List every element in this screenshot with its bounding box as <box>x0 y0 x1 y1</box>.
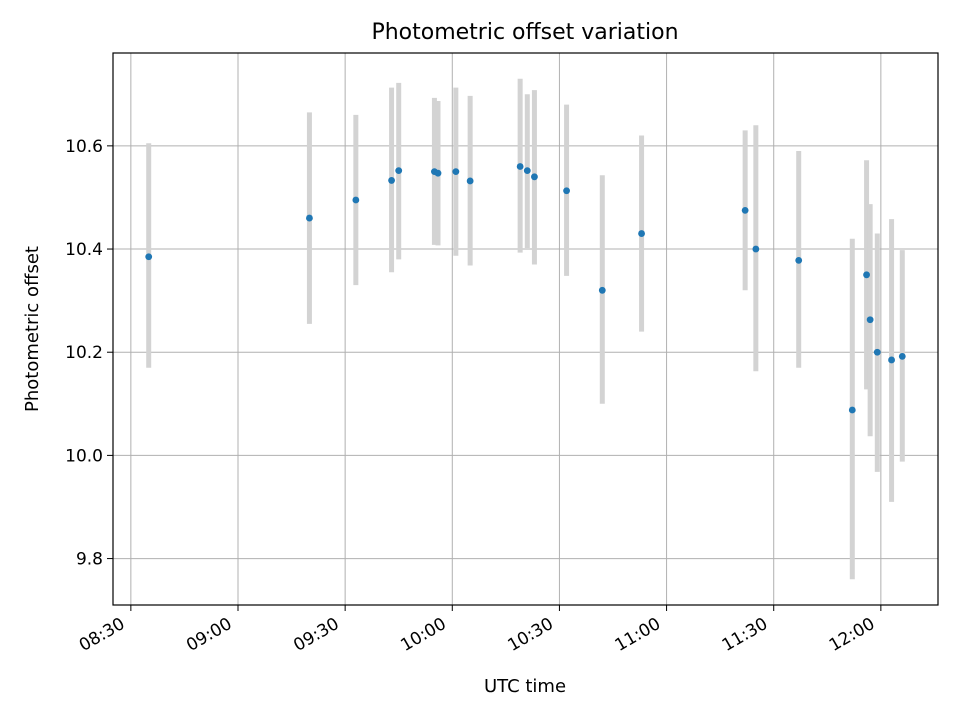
data-point <box>795 256 803 264</box>
data-points <box>145 163 906 414</box>
x-axis-label: UTC time <box>484 676 566 697</box>
data-point <box>516 163 524 170</box>
y-tick-label: 10.2 <box>65 343 103 363</box>
y-tick-label: 10.4 <box>65 240 103 260</box>
data-point <box>873 348 881 356</box>
data-point <box>752 245 760 253</box>
data-point <box>531 173 538 181</box>
y-tick-label: 10.6 <box>65 137 103 157</box>
plot-frame <box>112 52 939 606</box>
data-point <box>863 271 870 279</box>
data-point <box>563 187 570 195</box>
data-point <box>638 230 645 237</box>
data-point <box>434 169 442 177</box>
y-tick-label: 10.0 <box>65 446 103 466</box>
data-point <box>388 177 395 184</box>
data-point <box>452 168 460 176</box>
y-axis: 9.8 10.0 10.2 10.4 10.6 <box>65 137 113 570</box>
data-point <box>306 214 313 222</box>
y-axis-label: Photometric offset <box>22 246 43 412</box>
data-point <box>598 286 606 294</box>
data-point <box>466 177 474 185</box>
y-tick-label: 9.8 <box>76 550 103 570</box>
data-point <box>523 167 531 175</box>
chart-title: Photometric offset variation <box>371 20 678 45</box>
data-point <box>741 206 749 214</box>
data-point <box>898 352 906 360</box>
data-point <box>848 406 856 414</box>
data-point <box>888 356 895 364</box>
data-point <box>395 167 403 175</box>
data-point <box>352 196 360 204</box>
data-point <box>866 316 874 324</box>
data-point <box>145 253 153 261</box>
